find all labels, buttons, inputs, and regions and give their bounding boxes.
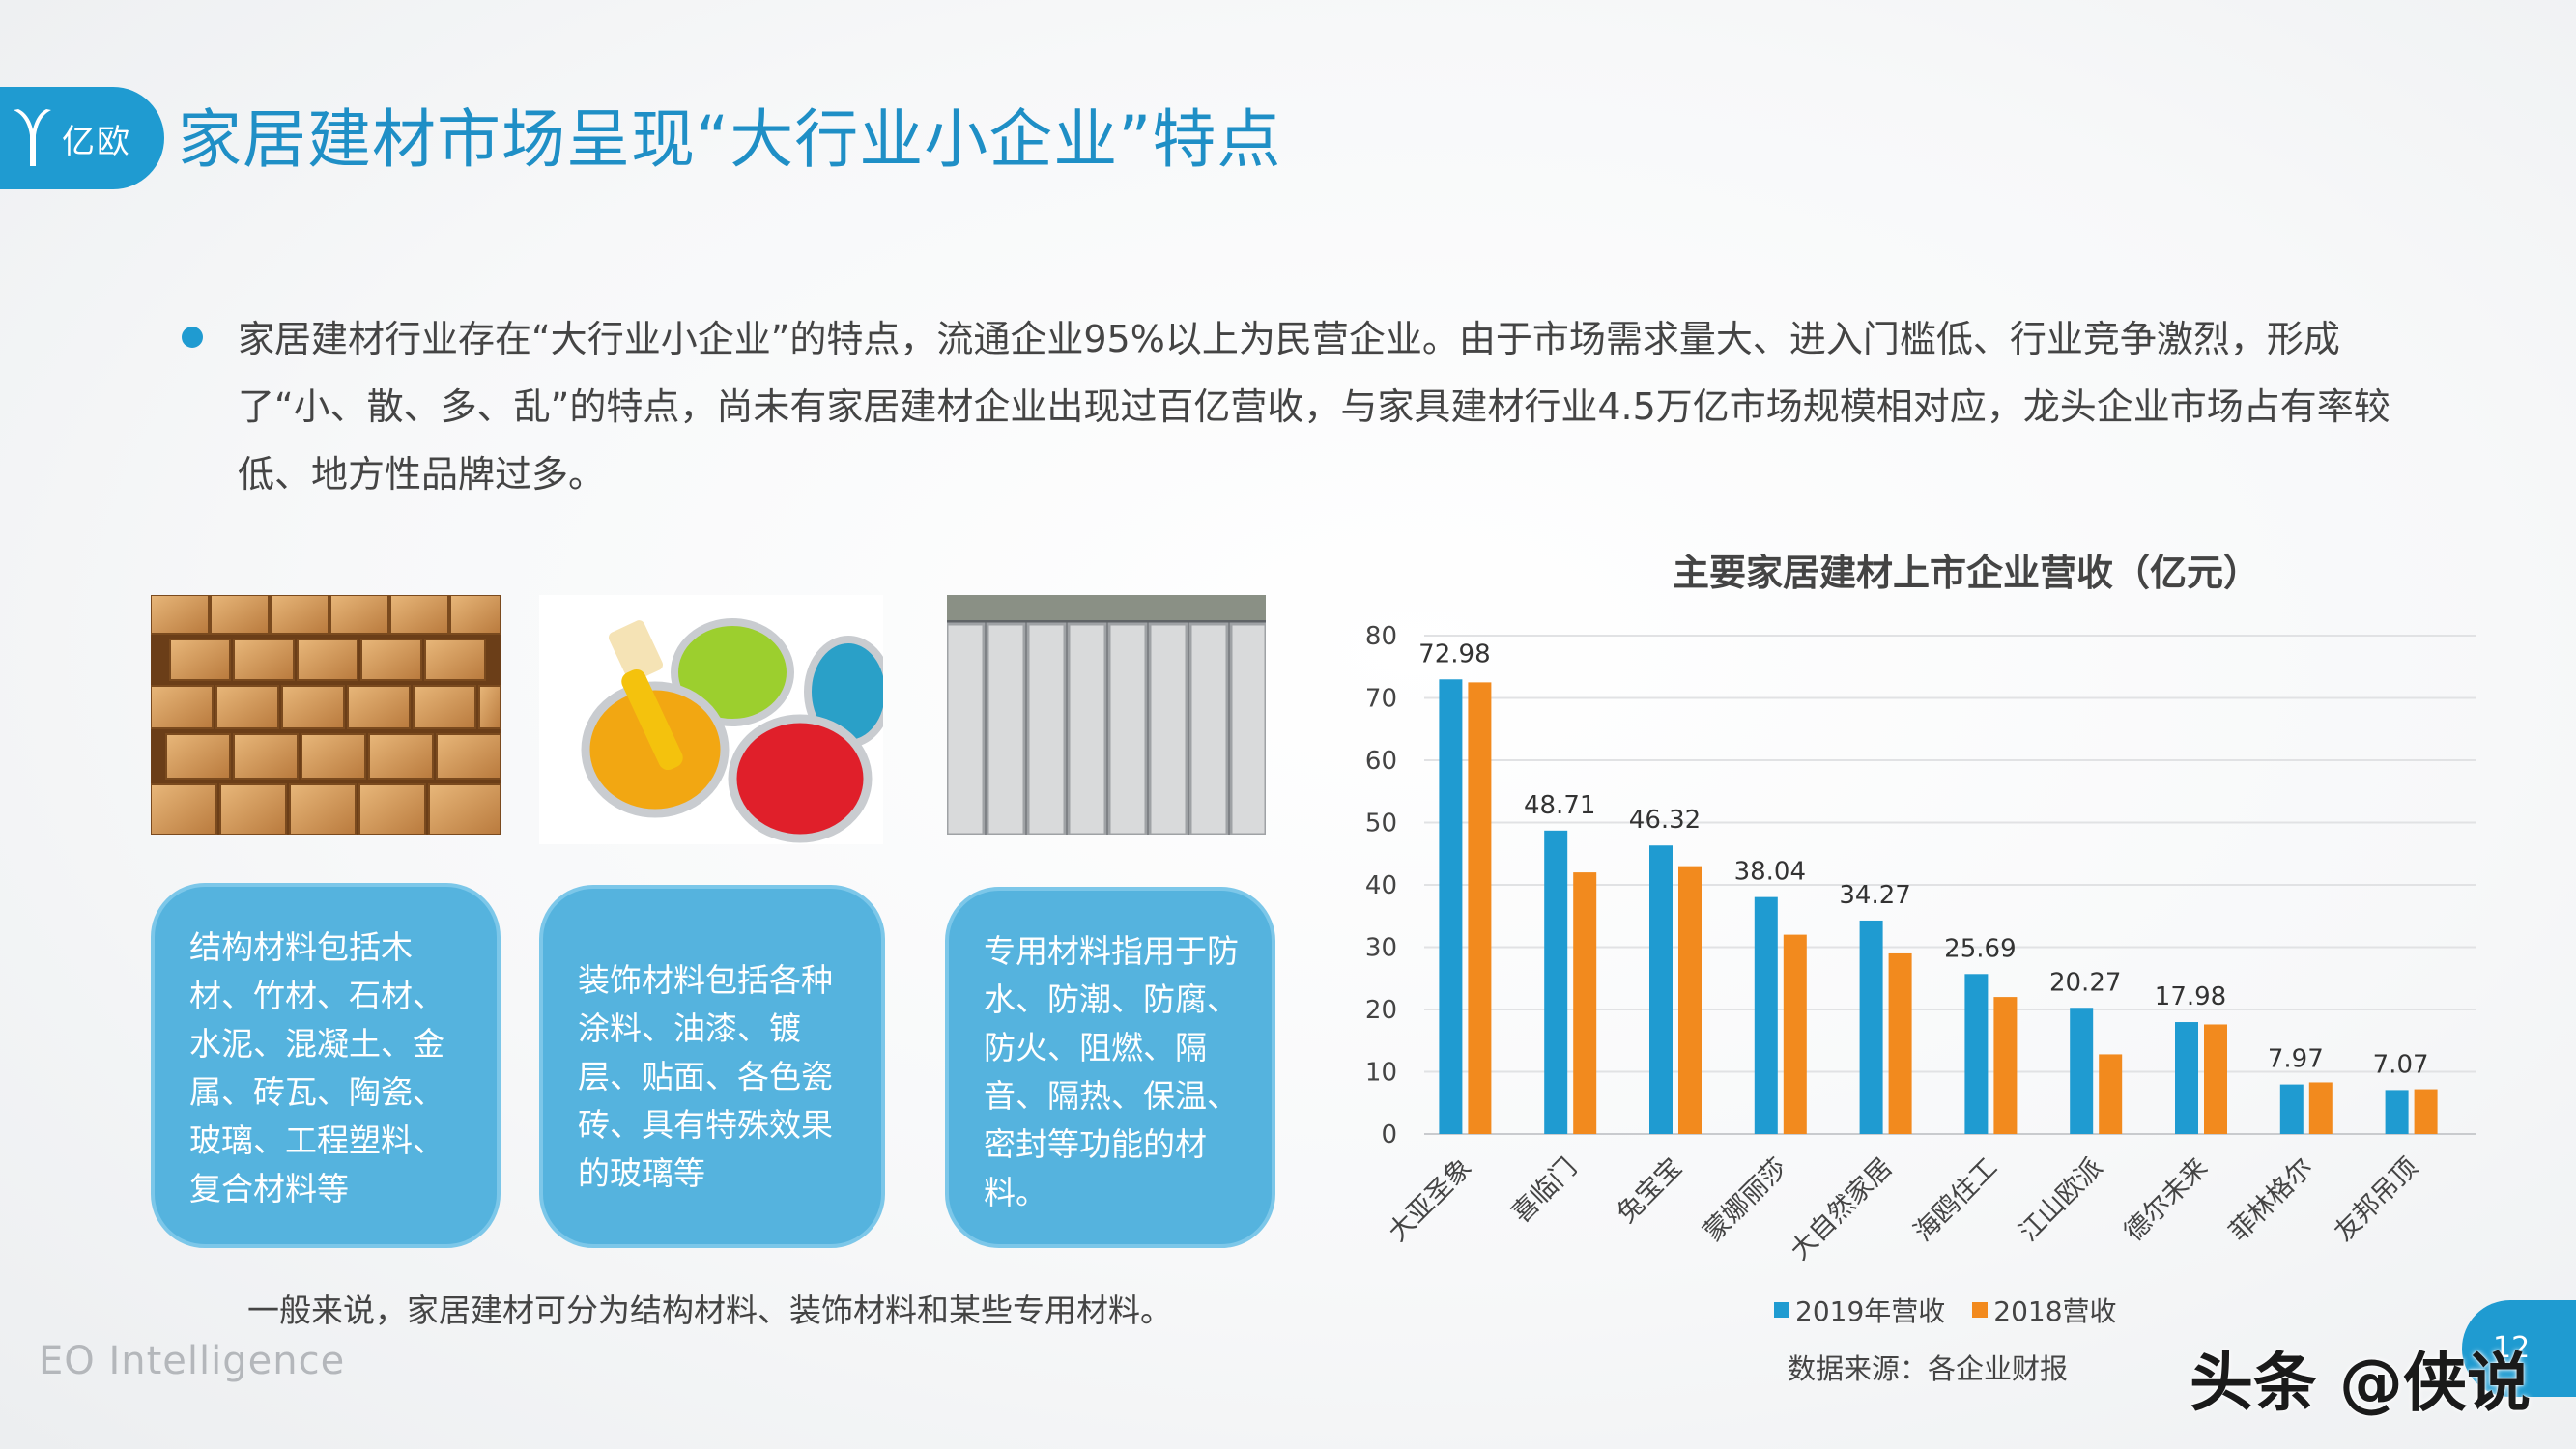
materials-caption: 一般来说，家居建材可分为结构材料、装饰材料和某些专用材料。: [247, 1292, 1172, 1329]
data-label: 46.32: [1629, 806, 1701, 835]
bar: [2204, 1024, 2227, 1134]
chart-legend: 2019年营收 2018营收: [1774, 1291, 2117, 1329]
bar: [2308, 1082, 2333, 1134]
chart-title: 主要家居建材上市企业营收（亿元）: [1672, 552, 2260, 594]
legend-item-2018: 2018营收: [1972, 1291, 2117, 1329]
bar: [1783, 934, 1807, 1134]
legend-label-2018: 2018营收: [1993, 1295, 2117, 1327]
bar: [1993, 997, 2018, 1134]
x-category-label: 江山欧派: [2014, 1152, 2108, 1247]
data-label: 7.97: [2268, 1045, 2324, 1074]
bar: [1468, 682, 1492, 1134]
special-materials-card: 专用材料指用于防水、防潮、防腐、防火、阻燃、隔音、隔热、保温、密封等功能的材料。: [945, 887, 1275, 1248]
x-category-label: 海鸥住工: [1908, 1152, 2003, 1247]
bar: [2175, 1022, 2198, 1134]
bar: [2099, 1054, 2123, 1134]
y-tick-label: 80: [1365, 622, 1397, 651]
bullet-dot: [182, 327, 203, 348]
bar: [2385, 1090, 2409, 1134]
bar: [2279, 1084, 2304, 1134]
data-label: 7.07: [2373, 1050, 2429, 1079]
structural-materials-card: 结构材料包括木材、竹材、石材、水泥、混凝土、金属、砖瓦、陶瓷、玻璃、工程塑料、复…: [151, 883, 501, 1248]
bar: [1859, 920, 1883, 1134]
y-tick-label: 50: [1365, 810, 1397, 838]
data-source-note: 数据来源：各企业财报: [1788, 1352, 2069, 1385]
x-category-label: 蒙娜丽莎: [1698, 1152, 1792, 1247]
y-tick-label: 60: [1365, 747, 1397, 776]
bar: [1888, 952, 1912, 1134]
y-tick-label: 10: [1365, 1059, 1397, 1088]
y-tick-label: 20: [1365, 996, 1397, 1025]
logo-text: 亿欧: [62, 122, 131, 161]
revenue-bar-chart: 0 10 20 30 40 50 60 70 80 72.98 大亚圣象 48.71 喜临门 46.32 兔…: [1365, 622, 2476, 1265]
special-materials-text: 专用材料指用于防水、防潮、防腐、防火、阻燃、隔音、隔热、保温、密封等功能的材料。: [984, 932, 1239, 1211]
footer-brand: EO Intelligence: [39, 1339, 346, 1383]
bar: [1439, 679, 1463, 1134]
page-title: 家居建材市场呈现“大行业小企业”特点: [178, 102, 1282, 177]
bar: [1544, 830, 1568, 1134]
logo-y-icon: [14, 109, 51, 166]
data-label: 25.69: [1944, 934, 2016, 963]
x-category-label: 德尔未来: [2119, 1152, 2214, 1247]
gray-blocks-image: [947, 595, 1266, 835]
bar: [1649, 845, 1673, 1134]
logo: 亿欧: [0, 87, 164, 189]
bar: [2070, 1008, 2094, 1134]
page-number-badge: 12: [2462, 1300, 2576, 1397]
structural-materials-text: 结构材料包括木材、竹材、石材、水泥、混凝土、金属、砖瓦、陶瓷、玻璃、工程塑料、复…: [189, 928, 444, 1208]
x-category-label: 大自然家居: [1785, 1152, 1898, 1265]
x-category-label: 菲林格尔: [2223, 1152, 2318, 1247]
decorative-materials-text: 装饰材料包括各种涂料、油漆、镀层、贴面、各色瓷砖、具有特殊效果的玻璃等: [578, 961, 833, 1192]
intro-paragraph: 家居建材行业存在“大行业小企业”的特点，流通企业95%以上为民营企业。由于市场需…: [238, 318, 2390, 496]
legend-swatch-2019: [1774, 1302, 1789, 1318]
data-label: 72.98: [1418, 639, 1490, 668]
y-tick-label: 70: [1365, 685, 1397, 714]
wood-lumber-image: [151, 595, 501, 835]
watermark-text: 头条 @侠说: [2190, 1346, 2531, 1420]
y-tick-label: 30: [1365, 934, 1397, 963]
bar: [1964, 974, 1989, 1134]
x-category-label: 友邦吊顶: [2329, 1152, 2423, 1247]
bar: [1678, 866, 1702, 1134]
bar: [2414, 1089, 2438, 1134]
data-label: 38.04: [1734, 858, 1806, 887]
paint-cans-image: [539, 595, 883, 844]
data-label: 20.27: [2049, 968, 2121, 997]
page-number: 12: [2493, 1331, 2531, 1365]
decorative-materials-card: 装饰材料包括各种涂料、油漆、镀层、贴面、各色瓷砖、具有特殊效果的玻璃等: [539, 885, 885, 1248]
legend-label-2019: 2019年营收: [1795, 1295, 1946, 1327]
data-label: 48.71: [1524, 791, 1595, 820]
bar: [1754, 896, 1778, 1134]
data-label: 17.98: [2155, 982, 2226, 1011]
x-category-label: 兔宝宝: [1612, 1152, 1688, 1229]
legend-swatch-2018: [1972, 1302, 1989, 1318]
y-tick-label: 40: [1365, 871, 1397, 900]
y-tick-label: 0: [1381, 1121, 1397, 1150]
legend-item-2019: 2019年营收: [1774, 1291, 1945, 1329]
x-category-label: 大亚圣象: [1383, 1152, 1477, 1247]
data-label: 34.27: [1839, 881, 1910, 910]
bar: [1573, 872, 1597, 1134]
x-category-label: 喜临门: [1506, 1152, 1583, 1229]
